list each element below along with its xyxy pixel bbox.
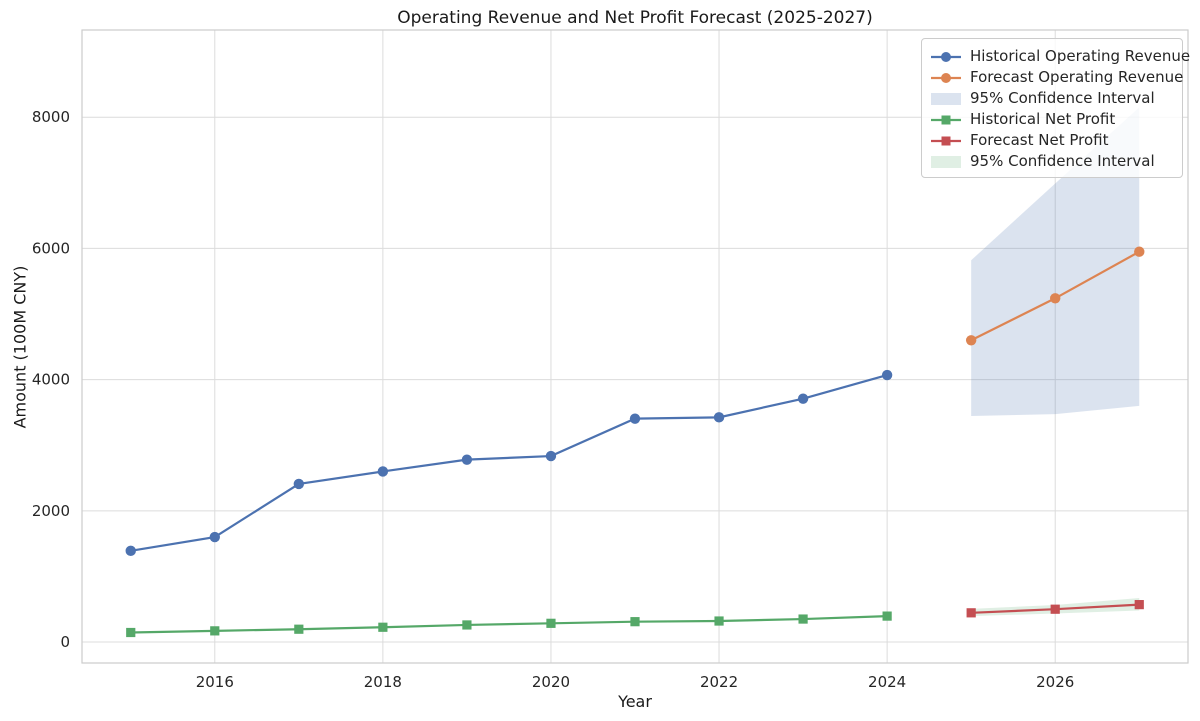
forecast-net-profit-marker	[1050, 604, 1060, 614]
y-tick-label: 0	[60, 633, 70, 651]
historical-operating-revenue-marker	[629, 413, 641, 424]
x-tick-label: 2022	[700, 673, 738, 691]
plot-frame	[81, 29, 1189, 664]
historical-net-profit-marker	[210, 626, 220, 636]
legend-patch-swatch	[931, 155, 961, 168]
legend-line-swatch	[931, 136, 961, 145]
legend-square-marker	[941, 136, 951, 145]
legend-label: Historical Net Profit	[970, 110, 1116, 128]
historical-operating-revenue-marker	[545, 450, 557, 462]
y-tick-label: 2000	[32, 502, 70, 520]
legend-line-swatch	[931, 51, 961, 62]
legend-label: 95% Confidence Interval	[970, 89, 1155, 107]
historical-operating-revenue-marker	[713, 412, 725, 423]
y-tick-label: 8000	[32, 108, 70, 126]
historical-operating-revenue-marker	[797, 393, 809, 404]
legend-label: Forecast Net Profit	[970, 131, 1109, 149]
x-tick-label: 2018	[364, 673, 402, 691]
historical-operating-revenue-marker	[125, 545, 136, 557]
legend-label: Historical Operating Revenue	[970, 47, 1191, 65]
legend-item: 95% Confidence Interval	[931, 151, 1173, 172]
y-tick-label: 4000	[32, 371, 70, 389]
legend-circle-marker	[941, 72, 951, 83]
legend-square-marker	[941, 115, 951, 124]
legend-item: Historical Net Profit	[931, 109, 1173, 130]
historical-net-profit-marker	[798, 614, 808, 624]
historical-net-profit-marker	[630, 617, 640, 627]
historical-operating-revenue-marker	[461, 454, 473, 465]
forecast-operating-revenue-marker	[1134, 246, 1145, 257]
x-tick-label: 2016	[196, 673, 234, 691]
x-tick-label: 2024	[868, 673, 906, 691]
historical-net-profit-marker	[714, 616, 724, 626]
historical-net-profit-marker	[126, 627, 136, 638]
historical-operating-revenue-line	[130, 373, 888, 552]
legend-item: Forecast Operating Revenue	[931, 67, 1183, 88]
historical-operating-revenue-marker	[377, 466, 389, 477]
legend: Historical Operating Revenue Forecast Ope…	[921, 38, 1190, 178]
legend-line-swatch	[931, 115, 961, 124]
legend-line-swatch	[931, 72, 961, 83]
chart-title: Operating Revenue and Net Profit Forecas…	[397, 8, 873, 28]
historical-net-profit-marker	[882, 611, 892, 621]
historical-operating-revenue-marker	[881, 369, 893, 381]
legend-circle-marker	[941, 51, 951, 62]
historical-net-profit-marker	[294, 624, 304, 634]
historical-net-profit-marker	[546, 618, 556, 628]
forecast-net-profit-marker	[1134, 600, 1144, 610]
confidence-band	[971, 107, 1140, 417]
legend-patch	[931, 155, 961, 168]
y-tick-label: 6000	[32, 239, 70, 257]
historical-operating-revenue-marker	[293, 478, 305, 490]
x-axis-label: Year	[618, 692, 652, 711]
legend-label: Forecast Operating Revenue	[970, 68, 1184, 86]
forecast-net-profit-marker	[966, 608, 976, 618]
historical-net-profit-marker	[378, 622, 388, 632]
x-tick-label: 2020	[532, 673, 570, 691]
legend-patch	[931, 92, 961, 105]
historical-net-profit-marker	[462, 620, 472, 630]
legend-label: 95% Confidence Interval	[970, 152, 1155, 170]
legend-item: Historical Operating Revenue	[931, 46, 1190, 67]
x-tick-label: 2026	[1036, 673, 1074, 691]
forecast-operating-revenue-marker	[965, 335, 977, 346]
forecast-operating-revenue-marker	[1050, 293, 1061, 304]
legend-patch-swatch	[931, 92, 961, 105]
historical-operating-revenue-marker	[209, 531, 220, 543]
legend-item: 95% Confidence Interval	[931, 88, 1173, 109]
historical-net-profit-line	[130, 614, 888, 634]
legend-item: Forecast Net Profit	[931, 130, 1173, 151]
